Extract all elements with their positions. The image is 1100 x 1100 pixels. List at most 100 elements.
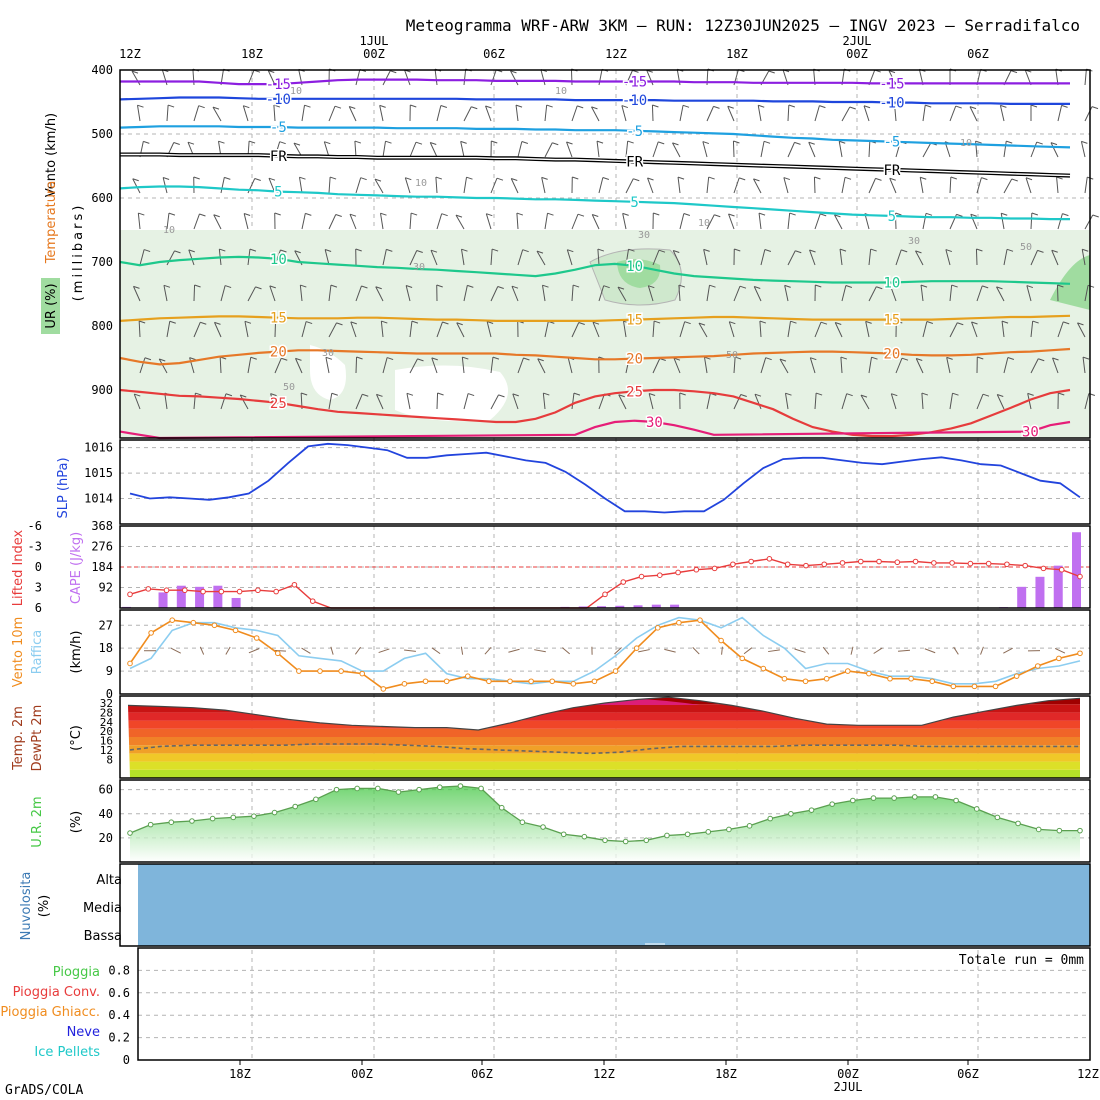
precip-tick-0.6: 0.6 <box>108 986 130 1000</box>
wind-barb-feather <box>727 105 734 109</box>
wind-barb-feather <box>374 178 382 182</box>
wind-barb-feather <box>224 176 231 180</box>
rh2m-tick-20: 20 <box>99 831 113 845</box>
wind-barb <box>787 104 790 122</box>
wind-barb-feather <box>430 142 437 145</box>
wind-barb <box>404 69 411 86</box>
wind-barb-feather <box>335 214 342 217</box>
wind-barb <box>571 105 578 122</box>
wind-barb-feather <box>1058 392 1065 396</box>
wind-barb <box>409 250 418 266</box>
top-tick-12z-b: 12Z <box>605 47 627 61</box>
wind-barb-feather <box>713 105 720 109</box>
wind-barb <box>133 393 141 410</box>
panel-frame-wind10m <box>119 609 1091 695</box>
wind-barb <box>679 105 684 122</box>
wind10m-point-28 <box>718 637 724 644</box>
panel-frame-precip <box>137 947 1091 1061</box>
wind-barb <box>461 249 465 266</box>
wind-barb-feather <box>1037 249 1044 253</box>
wind-barb <box>571 213 579 230</box>
wind10m-point-18 <box>507 678 513 685</box>
wind10m-point-42 <box>1013 673 1020 679</box>
wind10m-point-22 <box>591 678 598 685</box>
wind-barb-feather <box>273 104 281 108</box>
cape-bar-25 <box>578 606 588 608</box>
wind10m-point-6 <box>253 635 260 641</box>
rh2m-point-38 <box>911 794 918 800</box>
wind-barb-feather <box>133 285 140 289</box>
wind-barb <box>728 321 735 338</box>
wind10m-point-8 <box>296 668 302 674</box>
isotherm-label--10-0: -10 <box>266 92 291 108</box>
wind-barb-feather <box>916 358 923 361</box>
wind-barb <box>244 321 249 338</box>
wind-barb <box>754 393 762 410</box>
top-tick-18z-b: 18Z <box>726 47 748 61</box>
wind-barb-feather <box>406 392 414 396</box>
li-point-3 <box>182 587 188 594</box>
wind-barb-feather <box>977 356 984 360</box>
wind-barb <box>834 214 843 230</box>
wind-barb-feather <box>243 105 250 109</box>
wind-barb-feather <box>225 393 233 397</box>
li-point-2 <box>163 587 170 594</box>
wind-barb <box>679 213 685 230</box>
wind-barb-feather <box>143 140 150 144</box>
wind-barb-feather <box>249 248 257 252</box>
wind-barb-feather <box>376 393 383 397</box>
wind-barb <box>787 213 791 230</box>
wind-barb <box>946 357 951 374</box>
wind10m-point-9 <box>317 668 323 674</box>
wind-barb-feather <box>734 248 741 252</box>
wind-barb-feather <box>254 178 261 181</box>
wind-barb <box>996 394 1005 410</box>
rh2m-point-2 <box>168 819 175 826</box>
wind-barb-feather <box>957 322 964 326</box>
wind-barb-feather <box>578 322 585 325</box>
wind-barb-feather <box>224 285 232 289</box>
wind10m-point-15 <box>443 678 450 685</box>
li-point-27 <box>620 579 627 585</box>
temp-band-4 <box>128 737 1080 746</box>
wind-barb-feather <box>969 106 977 110</box>
wind-barb <box>949 393 953 410</box>
wind10m-point-10 <box>338 668 344 674</box>
wind-barb <box>455 214 465 230</box>
wind-barb <box>976 285 983 302</box>
wind-barb <box>247 286 256 302</box>
wind-barb-feather <box>982 393 990 397</box>
temp-tick-8: 8 <box>106 753 113 766</box>
wind-barb <box>189 357 195 374</box>
wind-barb-feather <box>349 213 357 217</box>
wind-barb <box>1084 177 1088 194</box>
isotherm-20 <box>119 347 1071 366</box>
wind-barb <box>915 250 924 266</box>
wind-barb-feather <box>269 285 276 289</box>
wind-barb-feather <box>870 248 877 252</box>
wind-barb <box>274 320 277 338</box>
isotherm-label--15-0: -15 <box>266 77 291 93</box>
wind-barb-feather <box>268 70 275 73</box>
wind-barb <box>166 321 171 338</box>
wind-arrow-19 <box>638 649 650 653</box>
panel-frame-upper-air <box>119 69 1091 439</box>
wind-barb-feather <box>485 105 492 109</box>
wind-barb-feather <box>1082 356 1090 360</box>
legend-ice-pellets: Ice Pellets <box>34 1045 100 1060</box>
wind-barb-feather <box>840 356 848 360</box>
rh2m-point-28 <box>705 829 712 835</box>
wind-barb <box>490 394 499 410</box>
wind-barb-feather <box>330 284 338 288</box>
wind-barb-feather <box>702 141 710 145</box>
wind-barb <box>1030 212 1033 230</box>
wind-barb-feather <box>820 213 827 217</box>
isotherm-FR <box>120 152 1071 178</box>
wind-barb-feather <box>617 286 625 290</box>
wind-barb-feather <box>754 286 761 289</box>
isotherm-label--15-2: -15 <box>879 76 904 92</box>
wind10m-point-19 <box>528 678 534 685</box>
dry-pocket-a <box>310 345 346 400</box>
wind-barb-feather <box>577 213 585 217</box>
rh2m-point-35 <box>850 797 856 804</box>
